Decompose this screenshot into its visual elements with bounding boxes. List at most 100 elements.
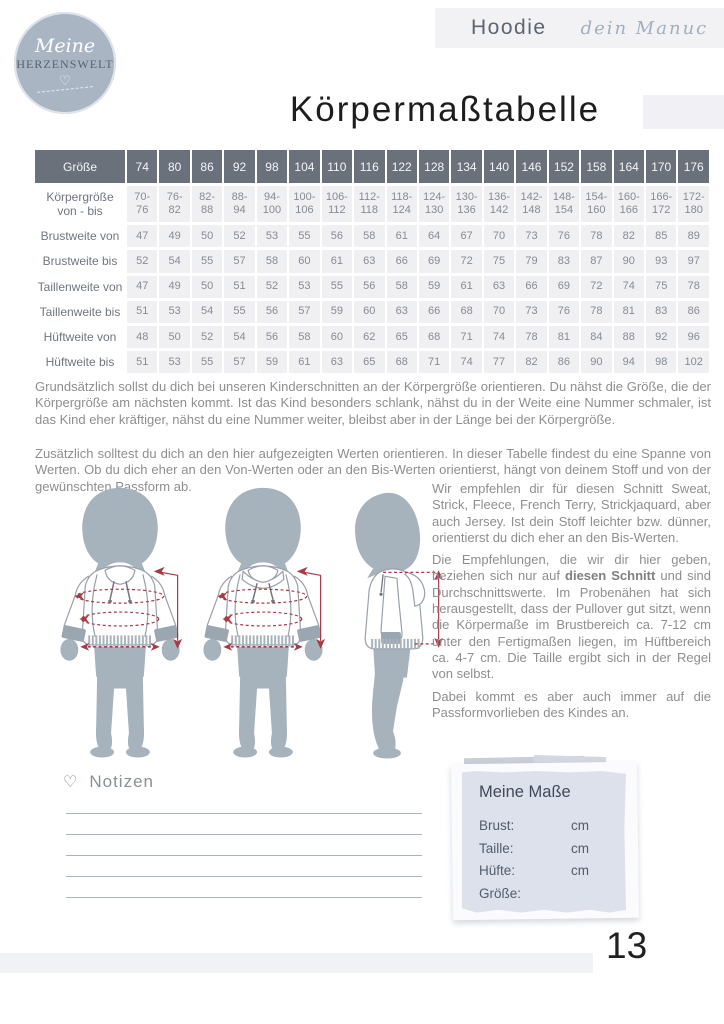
cuffs-and-hem [204, 625, 322, 647]
measure-cell: 148- 154 [548, 186, 580, 223]
measure-cell: 50 [191, 275, 223, 298]
row-label: Brustweite bis [35, 250, 125, 273]
size-column-header: 86 [191, 150, 223, 183]
measurement-lines [74, 566, 183, 651]
measure-cell: 65 [354, 351, 385, 374]
measure-cell: 78 [516, 325, 547, 349]
measure-cell: 65 [386, 325, 417, 349]
measure-cell: 52 [224, 225, 255, 248]
measure-cell: 94 [613, 351, 644, 374]
measure-cell: 82 [613, 225, 644, 248]
measure-cell: 70 [483, 300, 515, 323]
measure-cell: 74 [451, 351, 482, 374]
logo-script-text: Meine [34, 34, 96, 57]
size-table-corner-header: Größe [35, 150, 125, 183]
size-column-header: 152 [548, 150, 580, 183]
measure-cell: 130- 136 [451, 186, 482, 223]
measure-cell: 75 [646, 275, 677, 298]
size-table: Größe 74 80 86 92 98 104 110 116 122 128 134 140 146 1… [33, 147, 711, 376]
measure-cell: 50 [191, 225, 223, 248]
measure-cell: 90 [581, 351, 612, 374]
measure-cell: 57 [289, 300, 320, 323]
measure-cell: 72 [451, 250, 482, 273]
row-label: Körpergröße von - bis [35, 186, 125, 223]
row-label: Brustweite von [35, 225, 125, 248]
measure-cell: 77 [483, 351, 515, 374]
measure-cell: 81 [548, 325, 580, 349]
measure-cell: 70 [483, 225, 515, 248]
measure-field-row: Taille: cm [479, 841, 626, 856]
size-column-header: 92 [224, 150, 255, 183]
measure-cell: 166- 172 [646, 186, 677, 223]
size-table-row: Körpergröße von - bis 70- 76 76- 82 82- 88 8… [35, 186, 709, 223]
measure-cell: 63 [321, 351, 353, 374]
measure-cell: 94- 100 [256, 186, 288, 223]
side-paragraph-2: Die Empfehlungen, die wir dir hier geben… [432, 552, 711, 682]
notes-lines [66, 793, 422, 898]
measure-cell: 59 [418, 275, 450, 298]
measure-cell: 60 [321, 325, 353, 349]
measure-cell: 70- 76 [127, 186, 158, 223]
size-column-header: 128 [418, 150, 450, 183]
measure-cell: 68 [386, 351, 417, 374]
measure-cell: 58 [289, 325, 320, 349]
measure-cell: 88- 94 [224, 186, 255, 223]
notes-title-label: Notizen [89, 772, 154, 791]
side-paragraph-3: Dabei kommt es aber auch immer auf die P… [432, 688, 711, 720]
measure-cell: 61 [321, 250, 353, 273]
measure-cell: 53 [289, 275, 320, 298]
measure-cell: 88 [613, 325, 644, 349]
measure-cell: 76 [548, 300, 580, 323]
header-band: Hoodie dein Manuc [435, 8, 724, 48]
measure-cell: 93 [646, 250, 677, 273]
measure-cell: 79 [516, 250, 547, 273]
measure-cell: 54 [224, 325, 255, 349]
measure-cell: 48 [127, 325, 158, 349]
measure-field-row: Brust: cm [479, 818, 626, 833]
measurement-lines [383, 570, 444, 648]
cuffs-and-hem [371, 631, 421, 649]
measure-cell: 92 [646, 325, 677, 349]
size-table-row: Brustweite bis 52 54 55 57 58 60 61 63 66 69 72 75 79… [35, 250, 709, 273]
measure-cell: 68 [418, 325, 450, 349]
page-number: 13 [606, 925, 648, 966]
measure-cell: 52 [127, 250, 158, 273]
measure-cell: 58 [386, 275, 417, 298]
note-line [66, 877, 422, 898]
measure-cell: 55 [191, 250, 223, 273]
measure-cell: 96 [678, 325, 709, 349]
measure-cell: 49 [159, 225, 190, 248]
logo-brand-text: HERZENSWELT [16, 56, 114, 71]
measure-cell: 90 [613, 250, 644, 273]
measure-cell: 58 [256, 250, 288, 273]
notes-header: ♡ Notizen [63, 772, 154, 792]
measure-cell: 55 [224, 300, 255, 323]
measure-cell: 85 [646, 225, 677, 248]
measure-cell: 74 [613, 275, 644, 298]
measure-cell: 74 [483, 325, 515, 349]
measure-cell: 82- 88 [191, 186, 223, 223]
hood-shape [403, 571, 426, 607]
measure-cell: 63 [386, 300, 417, 323]
measure-cell: 154- 160 [581, 186, 612, 223]
size-column-header: 116 [354, 150, 385, 183]
measure-cell: 54 [159, 250, 190, 273]
size-column-header: 134 [451, 150, 482, 183]
measure-field-label: Größe: [479, 885, 522, 901]
intro-paragraph-1: Grundsätzlich sollst du dich bei unseren… [35, 379, 711, 427]
size-column-header: 98 [256, 150, 288, 183]
size-table-row: Taillenweite von 47 49 50 51 52 53 55 56 58 59 61 63… [35, 275, 709, 298]
intro-paragraph-2: Zusätzlich solltest du dich an den hier … [35, 446, 711, 494]
size-table-row: Hüftweite bis 51 53 55 57 59 61 63 65 68 71 74 77 82 8… [35, 351, 709, 374]
fabric-advice-column: Wir empfehlen dir für diesen Schnitt Swe… [432, 481, 711, 727]
note-line [66, 856, 422, 877]
measure-cell: 59 [321, 300, 353, 323]
measure-cell: 142- 148 [516, 186, 547, 223]
row-label: Taillenweite von [35, 275, 125, 298]
measure-cell: 78 [678, 275, 709, 298]
drawstrings [108, 581, 132, 603]
brand-logo: Meine HERZENSWELT ♡ [14, 12, 116, 114]
side-paragraph-2-pre: Die Empfehlungen, die wir dir hier geben… [432, 552, 711, 584]
measure-cell: 67 [451, 225, 482, 248]
measure-cell: 69 [548, 275, 580, 298]
